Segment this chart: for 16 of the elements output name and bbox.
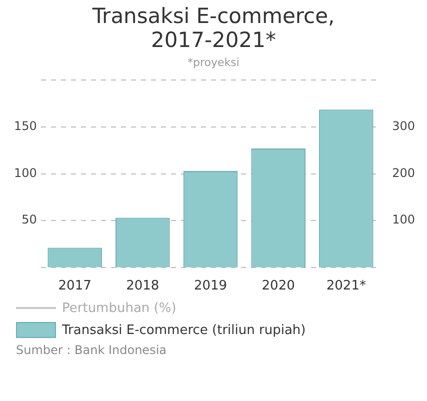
- x-tick-label: 2021*: [326, 278, 366, 294]
- x-tick-label: 2020: [262, 278, 295, 294]
- y2-tick-label: 100: [392, 212, 415, 227]
- y-tick-label: 50: [22, 212, 37, 227]
- y2-tick-label: 200: [392, 166, 415, 180]
- y-tick-label: 100: [14, 166, 37, 180]
- x-tick-label: 2017: [58, 278, 92, 294]
- text: Sumber : Bank Indonesia: [16, 343, 168, 357]
- chart-subtitle: *proyeksi: [186, 56, 240, 69]
- chart-title: Transaksi E-commerce, 2017-2021*: [91, 4, 336, 52]
- x-tick-label: 2019: [194, 278, 228, 294]
- y-tick-label: 150: [14, 119, 37, 134]
- legend-label: Transaksi E-commerce (triliun rupiah): [62, 322, 306, 338]
- y2-tick-label: 300: [392, 119, 415, 134]
- legend-label: Pertumbuhan (%): [62, 300, 176, 316]
- x-tick-label: 2018: [126, 278, 160, 294]
